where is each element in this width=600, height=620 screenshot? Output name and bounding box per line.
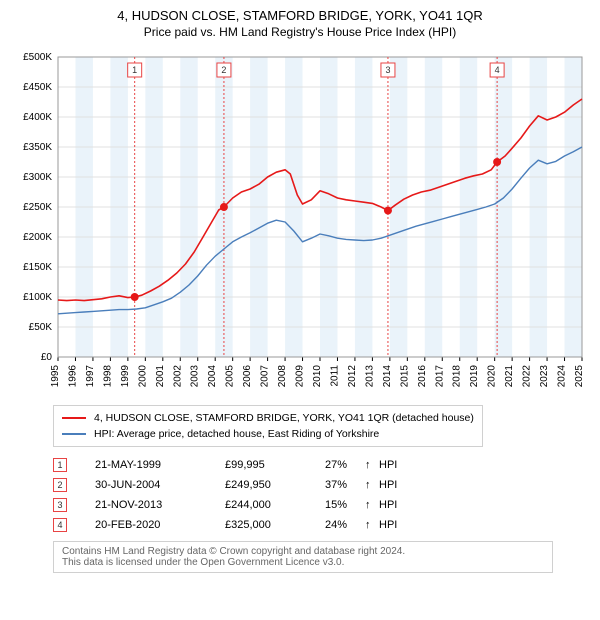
chart-title: 4, HUDSON CLOSE, STAMFORD BRIDGE, YORK, … (8, 8, 592, 23)
credits-line2: This data is licensed under the Open Gov… (62, 557, 544, 568)
transaction-pct: 37% (325, 479, 365, 491)
svg-text:2008: 2008 (277, 365, 288, 388)
svg-text:2014: 2014 (382, 365, 393, 388)
svg-text:2002: 2002 (172, 365, 183, 388)
svg-text:2000: 2000 (137, 365, 148, 388)
svg-text:2013: 2013 (364, 365, 375, 388)
svg-text:£100K: £100K (23, 292, 52, 303)
transaction-date: 20-FEB-2020 (95, 519, 225, 531)
credits-line1: Contains HM Land Registry data © Crown c… (62, 546, 544, 557)
transaction-hpi-label: HPI (379, 479, 483, 491)
svg-text:£350K: £350K (23, 142, 52, 153)
svg-text:£200K: £200K (23, 232, 52, 243)
transaction-hpi-label: HPI (379, 459, 483, 471)
svg-text:2017: 2017 (434, 365, 445, 388)
svg-text:2021: 2021 (504, 365, 515, 388)
transactions-table: 121-MAY-1999£99,99527%↑HPI230-JUN-2004£2… (53, 455, 483, 535)
svg-text:£500K: £500K (23, 52, 52, 63)
svg-text:1: 1 (132, 65, 137, 75)
arrow-up-icon: ↑ (365, 499, 379, 511)
svg-text:2011: 2011 (329, 365, 340, 387)
svg-text:1999: 1999 (120, 365, 131, 388)
svg-text:£400K: £400K (23, 112, 52, 123)
transaction-number: 2 (53, 478, 67, 492)
svg-text:2022: 2022 (522, 365, 533, 388)
transaction-price: £249,950 (225, 479, 325, 491)
chart-plot-area: £0 £50K £100K £150K £200K £250K £300K £350K £400… (8, 47, 592, 397)
svg-text:3: 3 (385, 65, 390, 75)
transaction-row: 2 30-JUN-2004£249,95037%↑HPI (53, 475, 483, 495)
svg-text:4: 4 (495, 65, 500, 75)
transaction-hpi-label: HPI (379, 519, 483, 531)
svg-text:2001: 2001 (155, 365, 166, 388)
transaction-hpi-label: HPI (379, 499, 483, 511)
arrow-up-icon: ↑ (365, 479, 379, 491)
legend-row-property: 4, HUDSON CLOSE, STAMFORD BRIDGE, YORK, … (62, 410, 474, 426)
svg-text:2003: 2003 (190, 365, 201, 388)
chart-subtitle: Price paid vs. HM Land Registry's House … (8, 25, 592, 39)
legend-swatch-property (62, 417, 86, 419)
legend: 4, HUDSON CLOSE, STAMFORD BRIDGE, YORK, … (53, 405, 483, 447)
arrow-up-icon: ↑ (365, 459, 379, 471)
svg-text:2025: 2025 (574, 365, 585, 388)
svg-text:2015: 2015 (399, 365, 410, 388)
transaction-row: 3 21-NOV-2013£244,00015%↑HPI (53, 495, 483, 515)
svg-text:£300K: £300K (23, 172, 52, 183)
transaction-date: 21-NOV-2013 (95, 499, 225, 511)
svg-text:2009: 2009 (295, 365, 306, 388)
transaction-number: 4 (53, 518, 67, 532)
transaction-price: £244,000 (225, 499, 325, 511)
transaction-date: 21-MAY-1999 (95, 459, 225, 471)
transaction-number: 3 (53, 498, 67, 512)
svg-text:1998: 1998 (102, 365, 113, 388)
svg-text:1995: 1995 (50, 365, 61, 388)
svg-text:2020: 2020 (487, 365, 498, 388)
transaction-pct: 27% (325, 459, 365, 471)
credits-box: Contains HM Land Registry data © Crown c… (53, 541, 553, 573)
legend-label-hpi: HPI: Average price, detached house, East… (94, 428, 379, 440)
transaction-row: 4 20-FEB-2020£325,00024%↑HPI (53, 515, 483, 535)
svg-text:£150K: £150K (23, 262, 52, 273)
svg-text:2024: 2024 (557, 365, 568, 388)
transaction-number: 1 (53, 458, 67, 472)
transaction-pct: 15% (325, 499, 365, 511)
svg-text:2019: 2019 (469, 365, 480, 388)
transaction-pct: 24% (325, 519, 365, 531)
transaction-price: £99,995 (225, 459, 325, 471)
svg-text:2010: 2010 (312, 365, 323, 388)
chart-svg: £0 £50K £100K £150K £200K £250K £300K £350K £400… (8, 47, 592, 397)
svg-text:£0: £0 (41, 352, 53, 363)
svg-text:£450K: £450K (23, 82, 52, 93)
svg-text:2018: 2018 (452, 365, 463, 388)
svg-text:2016: 2016 (417, 365, 428, 388)
legend-label-property: 4, HUDSON CLOSE, STAMFORD BRIDGE, YORK, … (94, 412, 474, 424)
transaction-date: 30-JUN-2004 (95, 479, 225, 491)
transaction-price: £325,000 (225, 519, 325, 531)
svg-text:£50K: £50K (29, 322, 53, 333)
svg-text:£250K: £250K (23, 202, 52, 213)
svg-text:2007: 2007 (260, 365, 271, 388)
arrow-up-icon: ↑ (365, 519, 379, 531)
svg-text:2004: 2004 (207, 365, 218, 388)
svg-text:2005: 2005 (225, 365, 236, 388)
transaction-row: 1 21-MAY-1999£99,99527%↑HPI (53, 455, 483, 475)
legend-row-hpi: HPI: Average price, detached house, East… (62, 426, 474, 442)
svg-text:2012: 2012 (347, 365, 358, 388)
svg-text:1997: 1997 (85, 365, 96, 388)
svg-text:2023: 2023 (539, 365, 550, 388)
svg-text:2: 2 (221, 65, 226, 75)
chart-container: 4, HUDSON CLOSE, STAMFORD BRIDGE, YORK, … (0, 0, 600, 581)
svg-text:2006: 2006 (242, 365, 253, 388)
svg-text:1996: 1996 (67, 365, 78, 388)
legend-swatch-hpi (62, 433, 86, 435)
